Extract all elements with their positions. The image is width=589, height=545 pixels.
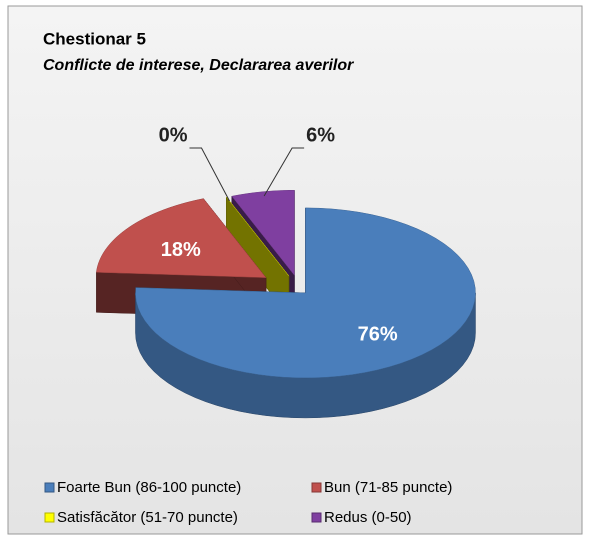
data-label: 0% xyxy=(159,124,188,146)
chart-subtitle: Conflicte de interese, Declararea averil… xyxy=(43,57,354,74)
leader-line xyxy=(189,147,230,202)
chart-title: Chestionar 5 xyxy=(43,29,146,48)
legend-swatch xyxy=(311,482,322,493)
slice xyxy=(96,198,267,278)
legend-label: Bun (71-85 puncte) xyxy=(324,479,452,496)
legend-label: Redus (0-50) xyxy=(324,509,412,526)
legend-swatch xyxy=(44,512,55,523)
legend-swatch xyxy=(44,482,55,493)
data-label: 6% xyxy=(306,124,335,146)
leader-line xyxy=(263,147,305,197)
legend-swatch xyxy=(311,512,322,523)
data-label: 18% xyxy=(161,239,201,261)
data-label: 76% xyxy=(358,324,398,346)
chart-frame xyxy=(7,5,583,535)
slice xyxy=(135,207,476,379)
legend-label: Satisfăcător (51-70 puncte) xyxy=(57,509,238,526)
legend-label: Foarte Bun (86-100 puncte) xyxy=(57,479,241,496)
pie xyxy=(96,190,476,419)
slice xyxy=(231,190,295,276)
